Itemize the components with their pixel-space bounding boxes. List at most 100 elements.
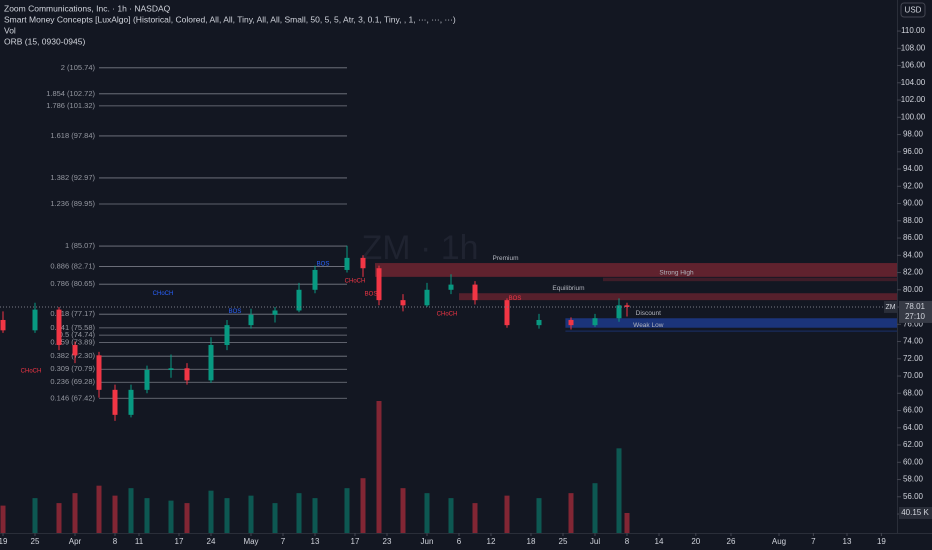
candle-body: [616, 305, 622, 319]
currency-label[interactable]: USD: [905, 6, 922, 15]
structure-label: BOS: [509, 296, 522, 302]
candle-body: [128, 389, 134, 415]
fib-label: 1.236 (89.95): [50, 199, 95, 208]
volume-bar: [568, 493, 574, 533]
volume-bar: [128, 488, 134, 533]
fib-label: 0.459 (73.89): [50, 337, 95, 346]
fib-label: 0.236 (69.28): [50, 377, 95, 386]
structure-label: BOS: [365, 292, 378, 298]
y-tick-label: 92.00: [903, 181, 924, 190]
candle-body: [592, 318, 598, 326]
fib-label: 0.886 (82.71): [50, 261, 95, 270]
x-tick-label: 19: [877, 537, 886, 546]
candle-body: [272, 310, 278, 315]
candle-body: [56, 309, 62, 345]
y-tick-label: 70.00: [903, 371, 924, 380]
y-tick-label: 94.00: [903, 164, 924, 173]
fib-label: 1.786 (101.32): [46, 101, 95, 110]
x-tick-label: 7: [811, 537, 816, 546]
volume-bar: [184, 503, 190, 533]
y-tick-label: 100.00: [901, 112, 926, 121]
y-tick-label: 74.00: [903, 337, 924, 346]
candle-body: [624, 305, 630, 307]
x-tick-label: Aug: [772, 537, 786, 546]
symbol-tag-label: ZM: [885, 304, 895, 311]
fib-label: 1.618 (97.84): [50, 131, 95, 140]
x-tick-label: 17: [351, 537, 360, 546]
volume-bar: [224, 498, 230, 533]
candle-body: [32, 309, 38, 331]
candle-body: [208, 344, 214, 381]
candle-body: [184, 368, 190, 381]
x-tick-label: 8: [625, 537, 630, 546]
y-tick-label: 110.00: [901, 26, 925, 35]
x-tick-label: 25: [559, 537, 568, 546]
fib-label: 0.309 (70.79): [50, 364, 95, 373]
currency-button[interactable]: [900, 2, 926, 18]
fib-label: 1 (85.07): [65, 241, 96, 250]
y-tick-label: 66.00: [903, 406, 924, 415]
structure-label: BOS: [229, 309, 242, 315]
volume-bar: [56, 503, 62, 533]
zone: [603, 277, 897, 282]
zone-label: Weak Low: [633, 322, 664, 329]
candle-body: [504, 300, 510, 326]
x-tick-label: 26: [727, 537, 736, 546]
volume-last-label: 40.15 K: [901, 508, 929, 517]
fib-label: 2 (105.74): [61, 63, 96, 72]
volume-bar: [272, 503, 278, 533]
y-tick-label: 102.00: [901, 95, 926, 104]
volume-bar: [400, 488, 406, 533]
y-tick-label: 96.00: [903, 147, 924, 156]
y-tick-label: 90.00: [903, 199, 924, 208]
fib-label: 0.382 (72.30): [50, 351, 95, 360]
x-tick-label: 23: [383, 537, 392, 546]
candle-body: [360, 257, 366, 269]
volume-bar: [592, 483, 598, 533]
y-tick-label: 80.00: [903, 285, 924, 294]
y-tick-label: 56.00: [903, 492, 924, 501]
y-tick-label: 60.00: [903, 457, 924, 466]
fib-label: 0.541 (75.58): [50, 323, 95, 332]
candle-body: [144, 369, 150, 390]
y-tick-label: 84.00: [903, 250, 924, 259]
x-tick-label: 14: [655, 537, 664, 546]
y-tick-label: 106.00: [901, 61, 926, 70]
volume-bar: [208, 490, 214, 533]
fib-label: 1.854 (102.72): [46, 89, 95, 98]
volume-bar: [296, 493, 302, 533]
fib-label: 1.382 (92.97): [50, 173, 95, 182]
x-tick-label: 12: [487, 537, 496, 546]
y-tick-label: 68.00: [903, 388, 924, 397]
x-tick-label: 17: [175, 537, 184, 546]
volume-bar: [168, 500, 174, 533]
candle-body: [344, 257, 350, 270]
x-tick-label: 13: [843, 537, 852, 546]
volume-bar: [504, 495, 510, 533]
x-tick-label: 19: [0, 537, 8, 546]
candle-body: [312, 269, 318, 290]
x-tick-label: 11: [135, 537, 144, 546]
candle-body: [72, 344, 78, 356]
y-tick-label: 82.00: [903, 268, 924, 277]
x-tick-label: 13: [311, 537, 320, 546]
volume-bar: [32, 498, 38, 533]
candle-body: [0, 319, 6, 331]
x-tick-label: May: [243, 537, 258, 546]
last-price-label: 78.01: [905, 302, 926, 311]
candle-body: [376, 268, 382, 301]
y-tick-label: 86.00: [903, 233, 924, 242]
y-tick-label: 104.00: [901, 78, 926, 87]
x-tick-label: 24: [207, 537, 216, 546]
candle-body: [112, 389, 118, 415]
volume-bar: [360, 478, 366, 533]
volume-bar: [344, 488, 350, 533]
zone: [375, 263, 897, 277]
volume-bar: [312, 498, 318, 533]
candle-body: [472, 284, 478, 301]
volume-bar: [536, 498, 542, 533]
x-tick-label: 8: [113, 537, 118, 546]
y-tick-label: 88.00: [903, 216, 924, 225]
volume-bar: [472, 503, 478, 533]
